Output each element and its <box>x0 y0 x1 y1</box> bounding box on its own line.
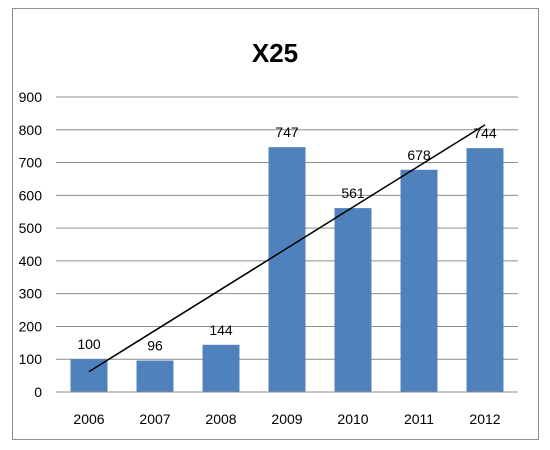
bar-2011 <box>400 169 438 392</box>
chart-title: X25 <box>252 38 298 68</box>
trendline <box>88 124 486 373</box>
bar-2012 <box>466 148 504 392</box>
bar-2008 <box>202 344 240 392</box>
y-tick-label-800: 800 <box>19 122 43 138</box>
bars <box>70 147 504 392</box>
y-tick-label-700: 700 <box>19 155 43 171</box>
y-tick-label-100: 100 <box>19 351 43 367</box>
y-tick-label-900: 900 <box>19 89 43 105</box>
y-tick-label-0: 0 <box>34 384 42 400</box>
x-tick-label-2011: 2011 <box>404 411 434 427</box>
y-tick-label-400: 400 <box>19 253 43 269</box>
data-label-2008: 144 <box>209 322 233 338</box>
x-tick-label-2009: 2009 <box>271 411 302 427</box>
y-tick-label-300: 300 <box>19 286 43 302</box>
data-label-2007: 96 <box>147 338 163 354</box>
y-axis-tick-labels: 0 100 200 300 400 500 600 700 800 900 <box>19 89 43 400</box>
data-label-2009: 747 <box>275 124 299 140</box>
bar-2009 <box>268 147 306 392</box>
x-axis-tick-labels: 2006 2007 2008 2009 2010 2011 2012 <box>73 411 500 427</box>
data-label-2010: 561 <box>341 185 365 201</box>
x-tick-label-2007: 2007 <box>139 411 170 427</box>
y-tick-label-600: 600 <box>19 187 43 203</box>
x-tick-label-2012: 2012 <box>469 411 500 427</box>
bar-data-labels: 100 96 144 747 561 678 744 <box>77 124 497 353</box>
data-label-2011: 678 <box>407 147 431 163</box>
data-label-2006: 100 <box>77 336 101 352</box>
bar-2007 <box>136 360 174 392</box>
bar-2010 <box>334 208 372 392</box>
y-tick-label-500: 500 <box>19 220 43 236</box>
x-tick-label-2008: 2008 <box>205 411 236 427</box>
x-tick-label-2010: 2010 <box>337 411 368 427</box>
data-label-2012: 744 <box>473 125 497 141</box>
y-tick-label-200: 200 <box>19 318 43 334</box>
x-tick-label-2006: 2006 <box>73 411 104 427</box>
